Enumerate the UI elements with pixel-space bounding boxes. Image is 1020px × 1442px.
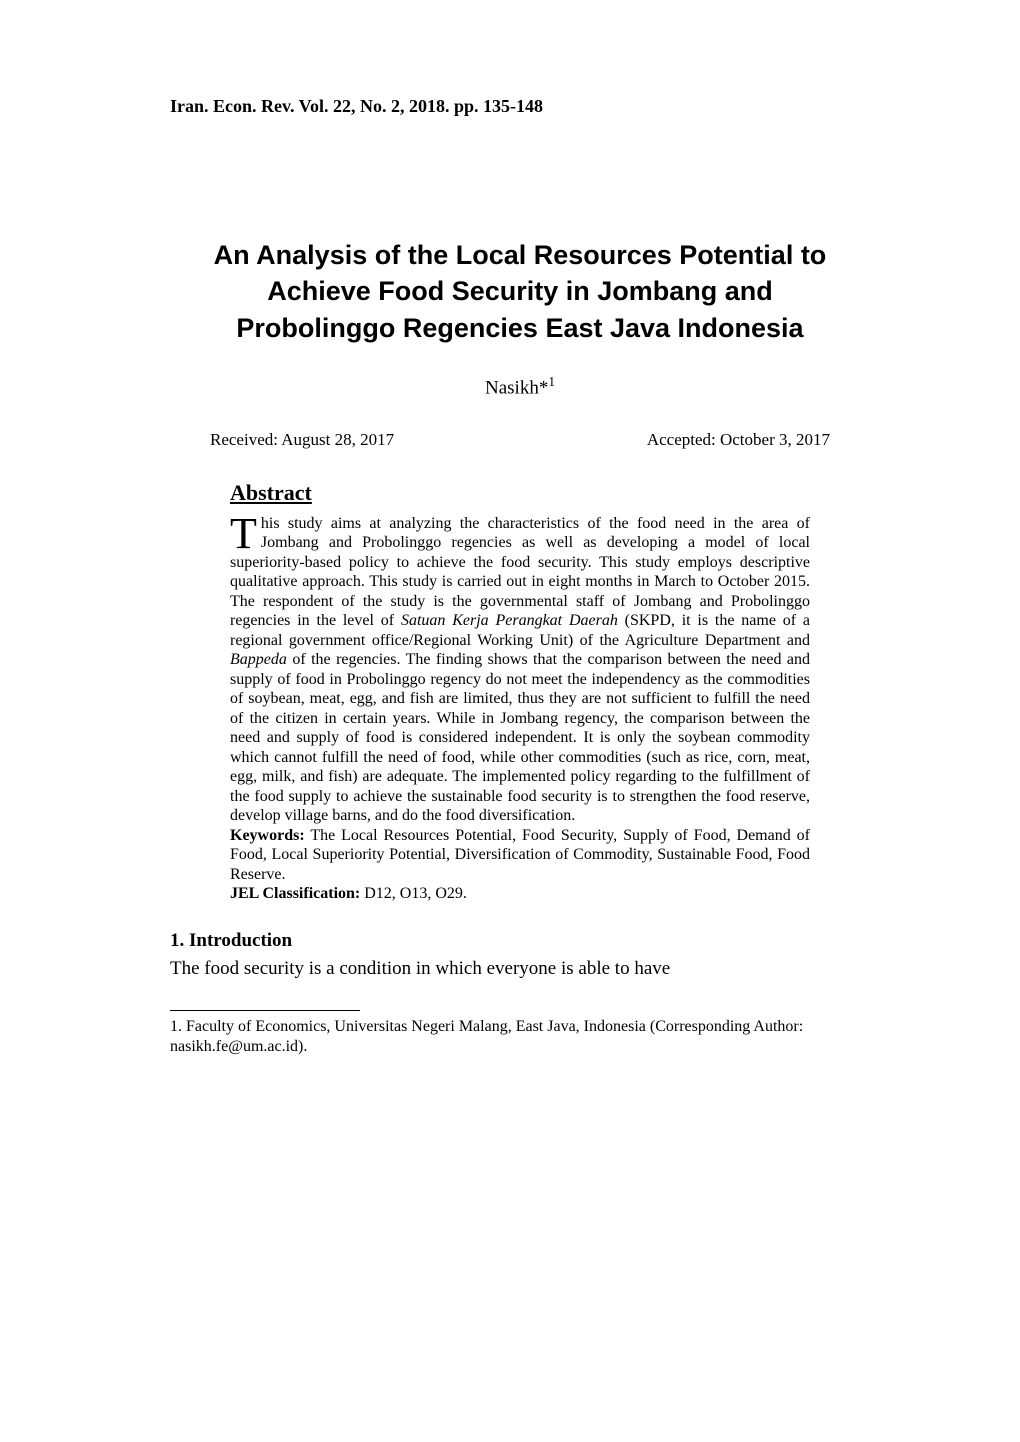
author-footnote-marker: 1 bbox=[548, 374, 555, 389]
title-line-3: Probolinggo Regencies East Java Indonesi… bbox=[180, 310, 860, 346]
jel-line: JEL Classification: D12, O13, O29. bbox=[230, 885, 467, 902]
title-line-1: An Analysis of the Local Resources Poten… bbox=[180, 237, 860, 273]
abstract-body: This study aims at analyzing the charact… bbox=[230, 514, 810, 904]
abstract-text-3: of the regencies. The finding shows that… bbox=[230, 651, 810, 824]
dates-row: Received: August 28, 2017 Accepted: Octo… bbox=[210, 430, 830, 450]
jel-label: JEL Classification: bbox=[230, 885, 360, 902]
keywords-line: Keywords: The Local Resources Potential,… bbox=[230, 827, 810, 883]
section-1-body: The food security is a condition in whic… bbox=[170, 956, 870, 982]
received-date: Received: August 28, 2017 bbox=[210, 430, 394, 450]
keywords-text: The Local Resources Potential, Food Secu… bbox=[230, 827, 810, 883]
abstract-italic-2: Bappeda bbox=[230, 651, 287, 668]
page: Iran. Econ. Rev. Vol. 22, No. 2, 2018. p… bbox=[0, 0, 1020, 1442]
author-name: Nasikh* bbox=[485, 378, 548, 399]
accepted-date: Accepted: October 3, 2017 bbox=[647, 430, 830, 450]
journal-info: Iran. Econ. Rev. Vol. 22, No. 2, 2018. p… bbox=[170, 96, 870, 117]
abstract-dropcap: T bbox=[230, 514, 261, 552]
paper-title: An Analysis of the Local Resources Poten… bbox=[180, 237, 860, 346]
title-line-2: Achieve Food Security in Jombang and bbox=[180, 273, 860, 309]
jel-text: D12, O13, O29. bbox=[360, 885, 467, 902]
section-1-heading: 1. Introduction bbox=[170, 930, 870, 952]
author-line: Nasikh*1 bbox=[170, 374, 870, 399]
footnote-1: 1. Faculty of Economics, Universitas Neg… bbox=[170, 1017, 870, 1057]
keywords-label: Keywords: bbox=[230, 827, 305, 844]
abstract-heading: Abstract bbox=[230, 480, 870, 506]
abstract-italic-1: Satuan Kerja Perangkat Daerah bbox=[401, 612, 618, 629]
footnote-rule bbox=[170, 1010, 360, 1011]
